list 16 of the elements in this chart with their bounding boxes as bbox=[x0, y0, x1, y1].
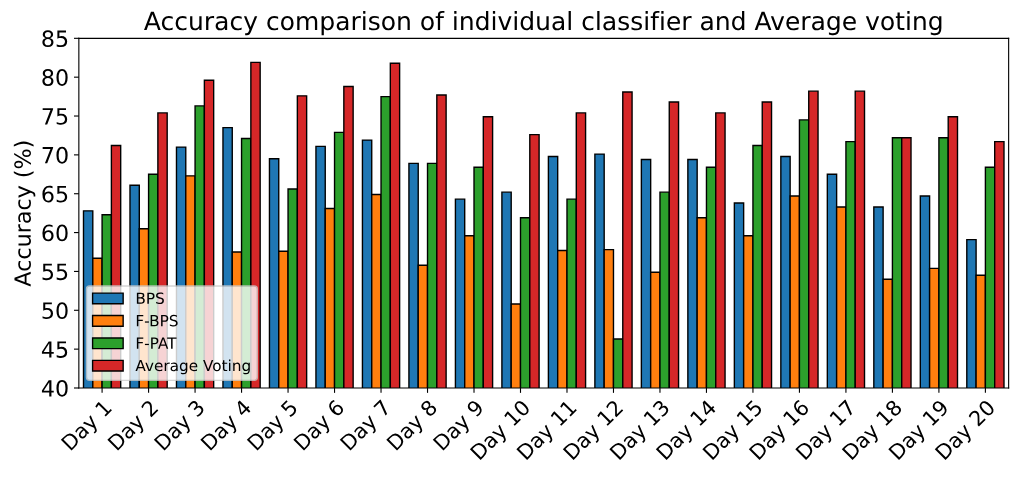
y-tick-label: 70 bbox=[42, 146, 68, 164]
legend-label: Average Voting bbox=[135, 359, 250, 375]
y-tick-label: 85 bbox=[42, 30, 68, 48]
legend-label: F-BPS bbox=[136, 314, 178, 327]
y-tick-label: 40 bbox=[41, 379, 68, 397]
legend-label: BPS bbox=[136, 292, 164, 305]
y-tick-label: 80 bbox=[42, 69, 68, 86]
legend-label: F-PAT bbox=[136, 337, 177, 349]
y-tick-label: 75 bbox=[42, 108, 68, 125]
chart-title: Accuracy comparison of individual classifier and Average voting bbox=[144, 10, 942, 36]
y-axis-title: Accuracy (%) bbox=[13, 141, 36, 287]
y-tick-label: 50 bbox=[42, 302, 68, 320]
y-tick-label: 55 bbox=[42, 263, 68, 281]
y-tick-label: 65 bbox=[42, 185, 68, 203]
y-tick-label: 45 bbox=[41, 341, 68, 358]
y-tick-label: 60 bbox=[42, 224, 68, 242]
